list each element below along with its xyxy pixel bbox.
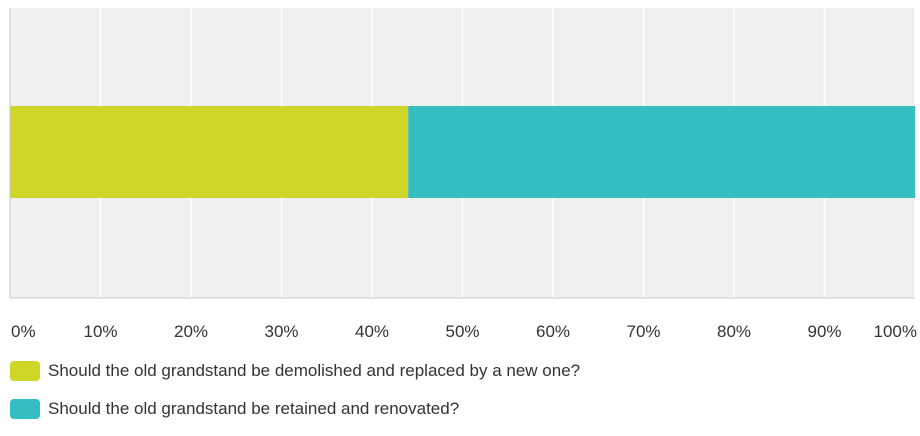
legend-swatch <box>10 361 40 381</box>
bar-segment-demolish[interactable] <box>10 106 409 198</box>
legend-label: Should the old grandstand be retained an… <box>48 399 460 418</box>
x-tick-label: 90% <box>807 322 841 341</box>
bar-segment-renovate[interactable] <box>408 106 915 198</box>
chart: 0% 10% 20% 30% 40% 50% 60% 70% 80% 90% 100% <box>9 8 917 341</box>
x-tick-label: 100% <box>874 322 917 341</box>
x-tick-label: 60% <box>536 322 570 341</box>
x-tick-label: 40% <box>355 322 389 341</box>
x-tick-label: 30% <box>264 322 298 341</box>
x-tick-label: 70% <box>626 322 660 341</box>
legend-swatch <box>10 399 40 419</box>
x-tick-labels: 0% 10% 20% 30% 40% 50% 60% 70% 80% 90% 100% <box>11 322 917 341</box>
x-tick-label: 50% <box>445 322 479 341</box>
x-tick-label: 20% <box>174 322 208 341</box>
x-tick-label: 10% <box>83 322 117 341</box>
bars <box>10 106 915 198</box>
legend-item-renovate[interactable]: Should the old grandstand be retained an… <box>10 398 910 420</box>
x-tick-label: 0% <box>11 322 36 341</box>
legend-label: Should the old grandstand be demolished … <box>48 361 581 380</box>
x-tick-label: 80% <box>717 322 751 341</box>
legend: Should the old grandstand be demolished … <box>10 360 910 436</box>
legend-item-demolish[interactable]: Should the old grandstand be demolished … <box>10 360 910 382</box>
